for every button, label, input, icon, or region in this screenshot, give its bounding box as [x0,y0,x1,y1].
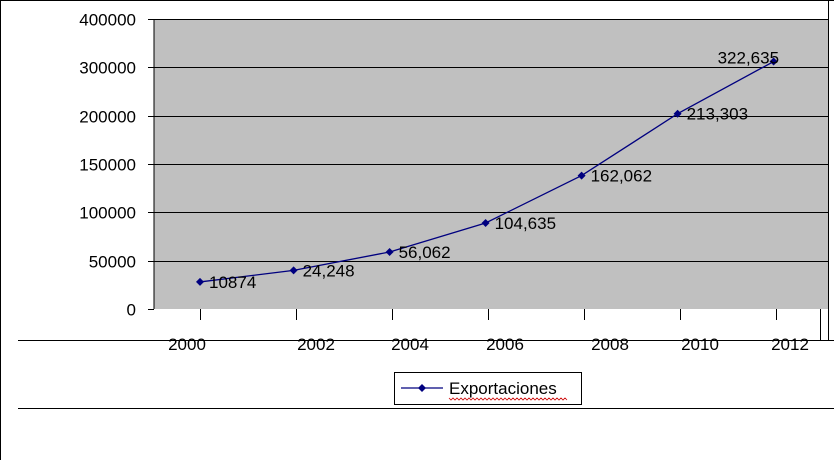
y-axis-ticks [148,19,154,310]
data-label: 56,062 [399,243,451,262]
y-tick-label: 0 [127,301,136,320]
data-point-marker [289,266,298,275]
data-label: 322,635 [718,49,779,68]
data-point-marker [385,247,394,256]
y-tick-label: 300000 [79,59,136,78]
x-tick-label: 2010 [681,335,719,354]
legend-marker-diamond [418,384,426,392]
data-label: 162,062 [591,167,652,186]
y-tick-label: 50000 [89,253,136,272]
y-tick-label: 100000 [79,204,136,223]
y-tick-label: 150000 [79,156,136,175]
data-label: 24,248 [303,261,355,280]
data-point-marker [481,218,490,227]
x-tick-label: 2002 [297,335,335,354]
legend-label: Exportaciones [449,379,557,398]
x-tick-label: 2000 [168,335,206,354]
data-point-marker [577,171,586,180]
data-point-marker [196,277,204,286]
x-tick-label: 2004 [391,335,429,354]
data-labels: 10874 24,248 56,062 104,635 162,062 213,303 32… [209,49,779,292]
legend-spellcheck-underline [448,397,568,401]
data-point-marker [673,109,682,118]
y-tick-label: 200000 [79,108,136,127]
y-axis-labels: 0 50000 100000 150000 200000 300000 400000 [79,11,136,320]
y-tick-label: 400000 [79,11,136,30]
x-tick-label: 2006 [486,335,524,354]
x-tick-label: 2012 [771,335,809,354]
data-point-marker [769,57,778,66]
series-markers [196,57,778,286]
data-label: 10874 [209,273,256,292]
gridlines [154,19,828,262]
x-tick-label: 2008 [591,335,629,354]
data-label: 104,635 [495,214,556,233]
legend: Exportaciones [394,372,582,405]
x-axis-ticks [200,309,821,340]
x-axis-labels: 2000 2002 2004 2006 2008 2010 2012 [168,335,809,354]
data-label: 213,303 [687,105,748,124]
